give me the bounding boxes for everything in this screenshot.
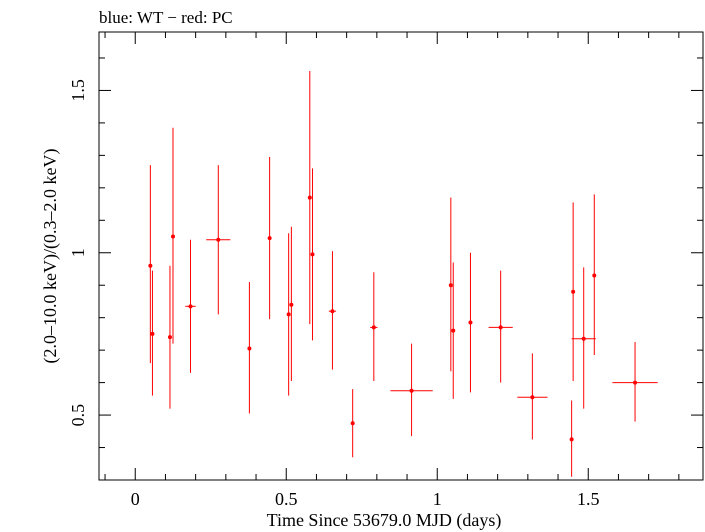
data-point — [289, 226, 294, 381]
data-point — [390, 343, 433, 437]
point-marker — [350, 421, 355, 426]
point-marker — [569, 437, 574, 442]
x-tick-label: 1 — [433, 489, 442, 509]
point-marker — [409, 388, 414, 393]
point-marker — [448, 283, 453, 288]
data-point — [148, 165, 153, 364]
data-point — [592, 194, 597, 356]
data-point — [571, 202, 576, 381]
data-point — [310, 168, 315, 341]
point-marker — [247, 346, 252, 351]
point-marker — [310, 252, 315, 257]
point-marker — [148, 263, 153, 268]
data-point — [185, 239, 196, 373]
point-marker — [330, 309, 335, 314]
data-marks — [148, 70, 658, 477]
chart-title: blue: WT − red: PC — [99, 8, 233, 27]
data-point — [150, 270, 155, 396]
data-point — [286, 233, 291, 396]
x-axis-label: Time Since 53679.0 MJD (days) — [267, 510, 502, 531]
y-axis-label: (2.0–10.0 keV)/(0.3–2.0 keV) — [40, 149, 61, 364]
point-marker — [451, 328, 456, 333]
data-point — [468, 252, 473, 393]
data-point — [488, 270, 513, 383]
point-marker — [267, 236, 272, 241]
point-marker — [592, 273, 597, 278]
point-marker — [571, 289, 576, 294]
point-marker — [468, 320, 473, 325]
point-marker — [633, 380, 638, 385]
y-tick-label: 1 — [68, 248, 88, 257]
data-point — [350, 389, 355, 458]
data-point — [569, 400, 574, 477]
data-point — [451, 262, 456, 399]
data-point — [167, 265, 172, 409]
plot-frame — [98, 31, 704, 481]
point-marker — [216, 237, 221, 242]
data-point — [328, 251, 337, 370]
point-marker — [498, 325, 503, 330]
data-point — [517, 353, 548, 440]
y-tick-label: 1.5 — [68, 79, 88, 102]
point-marker — [286, 312, 291, 317]
x-tick-label: 0.5 — [275, 489, 298, 509]
data-point — [206, 165, 231, 315]
point-marker — [530, 395, 535, 400]
data-point — [170, 127, 175, 344]
x-tick-label: 1.5 — [577, 489, 600, 509]
point-marker — [170, 234, 175, 239]
y-tick-label: 0.5 — [68, 404, 88, 427]
data-point — [612, 342, 658, 422]
data-point — [307, 70, 312, 325]
data-point — [370, 272, 378, 381]
point-marker — [581, 336, 586, 341]
axes: 0 0.5 1 1.5 0.5 1 1.5 — [68, 32, 703, 509]
data-point — [571, 267, 596, 409]
point-marker — [167, 335, 172, 340]
data-point — [448, 197, 453, 372]
point-marker — [371, 325, 376, 330]
data-point — [267, 156, 272, 320]
point-marker — [150, 331, 155, 336]
x-tick-label: 0 — [131, 489, 140, 509]
point-marker — [307, 195, 312, 200]
data-point — [247, 281, 252, 414]
point-marker — [289, 302, 294, 307]
point-marker — [188, 304, 193, 309]
